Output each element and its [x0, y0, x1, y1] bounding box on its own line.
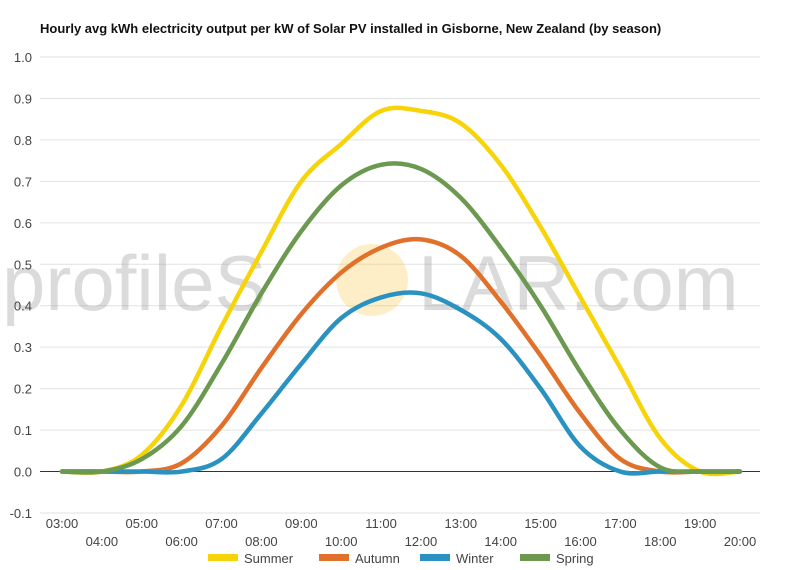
chart-title: Hourly avg kWh electricity output per kW… [40, 21, 661, 36]
y-tick-label: 0.8 [14, 133, 32, 148]
y-tick-label: 0.6 [14, 216, 32, 231]
legend-swatch-autumn [319, 554, 349, 561]
y-tick-label: 0.4 [14, 299, 32, 314]
x-tick-label: 17:00 [604, 516, 637, 531]
legend-label-winter: Winter [456, 551, 494, 566]
series-line-autumn [59, 236, 743, 475]
legend-label-summer: Summer [244, 551, 294, 566]
y-tick-label: 0.1 [14, 423, 32, 438]
x-tick-label: 04:00 [86, 534, 119, 549]
x-tick-label: 09:00 [285, 516, 318, 531]
series-line-spring [59, 161, 743, 475]
x-axis: 03:00 04:00 05:00 06:00 07:00 08:00 09:00 10:00… [46, 516, 757, 549]
y-tick-label: 0.9 [14, 91, 32, 106]
x-tick-label: 08:00 [245, 534, 278, 549]
x-tick-label: 05:00 [125, 516, 158, 531]
y-tick-label: 1.0 [14, 50, 32, 65]
series-lines [59, 105, 743, 477]
x-tick-label: 03:00 [46, 516, 79, 531]
x-tick-label: 12:00 [405, 534, 438, 549]
watermark-sun-logo [336, 244, 408, 316]
series-line-summer [59, 105, 743, 477]
x-tick-label: 20:00 [724, 534, 757, 549]
legend-swatch-winter [420, 554, 450, 561]
x-tick-label: 07:00 [205, 516, 238, 531]
x-tick-label: 15:00 [524, 516, 557, 531]
x-tick-label: 06:00 [165, 534, 198, 549]
legend: Summer Autumn Winter Spring [208, 551, 594, 566]
x-tick-label: 14:00 [484, 534, 517, 549]
y-tick-label: -0.1 [10, 506, 32, 521]
legend-label-spring: Spring [556, 551, 594, 566]
x-tick-label: 10:00 [325, 534, 358, 549]
x-tick-label: 11:00 [365, 516, 397, 531]
y-tick-label: 0.2 [14, 382, 32, 397]
watermark-text-right: LAR.com [418, 239, 739, 327]
y-tick-label: 0.7 [14, 174, 32, 189]
y-tick-label: 0.5 [14, 257, 32, 272]
legend-label-autumn: Autumn [355, 551, 400, 566]
y-tick-label: 0.0 [14, 465, 32, 480]
legend-swatch-summer [208, 554, 238, 561]
x-tick-label: 16:00 [564, 534, 597, 549]
watermark-text-left: profileS [2, 239, 266, 327]
x-tick-label: 18:00 [644, 534, 677, 549]
x-tick-label: 19:00 [684, 516, 717, 531]
watermark: profileS LAR.com [2, 239, 739, 327]
series-line-winter [59, 290, 743, 476]
y-tick-label: 0.3 [14, 340, 32, 355]
x-tick-label: 13:00 [445, 516, 478, 531]
y-axis: 1.0 0.9 0.8 0.7 0.6 0.5 0.4 0.3 0.2 0.1 0.0 -0.1 [10, 50, 32, 521]
legend-swatch-spring [520, 554, 550, 561]
